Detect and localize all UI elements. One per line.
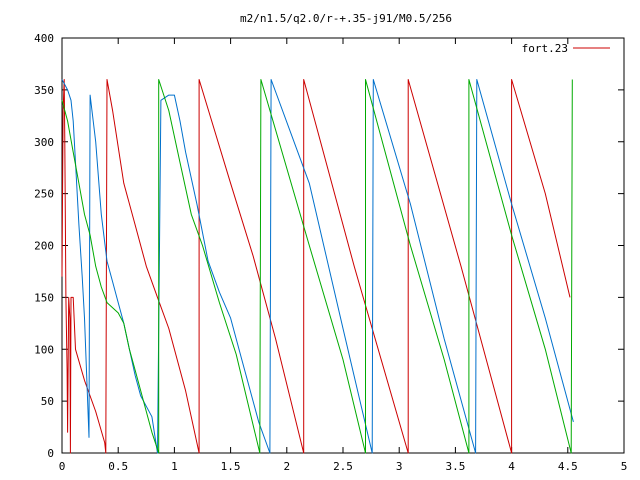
chart-title: m2/n1.5/q2.0/r-+.35-j91/M0.5/256 — [240, 12, 452, 25]
x-tick-label: 0 — [59, 460, 66, 473]
y-tick-label: 300 — [34, 136, 54, 149]
y-tick-label: 250 — [34, 188, 54, 201]
x-tick-label: 4 — [508, 460, 515, 473]
legend-label-fort23: fort.23 — [522, 42, 568, 55]
y-tick-label: 150 — [34, 291, 54, 304]
legend: fort.23 — [522, 42, 610, 55]
y-tick-label: 400 — [34, 32, 54, 45]
y-tick-label: 350 — [34, 84, 54, 97]
y-tick-label: 50 — [41, 395, 54, 408]
series-line-3 — [61, 79, 573, 454]
x-tick-label: 2.5 — [333, 460, 353, 473]
x-tick-label: 4.5 — [558, 460, 578, 473]
x-tick-label: 3 — [396, 460, 403, 473]
y-tick-label: 200 — [34, 240, 54, 253]
y-tick-label: 100 — [34, 343, 54, 356]
series-layer — [61, 79, 574, 454]
y-tick-label: 0 — [47, 447, 54, 460]
x-tick-label: 2 — [283, 460, 290, 473]
x-tick-label: 1.5 — [221, 460, 241, 473]
x-tick-label: 0.5 — [108, 460, 128, 473]
x-tick-label: 3.5 — [445, 460, 465, 473]
x-tick-label: 5 — [621, 460, 628, 473]
x-tick-label: 1 — [171, 460, 178, 473]
plot-frame — [61, 37, 625, 454]
series-line-1 — [61, 79, 571, 454]
axis-ticks: 0 0.5 1 1.5 2 2.5 3 3.5 4 4.5 50501001502002503003… — [34, 32, 627, 473]
